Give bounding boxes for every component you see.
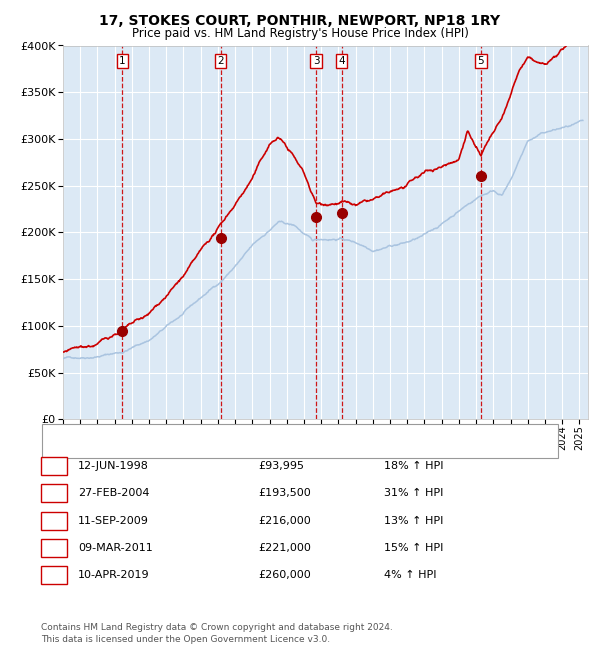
Text: £260,000: £260,000 (258, 570, 311, 580)
Text: 09-MAR-2011: 09-MAR-2011 (78, 543, 153, 553)
Text: 3: 3 (50, 515, 58, 526)
Text: £193,500: £193,500 (258, 488, 311, 499)
Text: 1: 1 (119, 56, 125, 66)
Text: 1: 1 (50, 461, 58, 471)
Text: 2: 2 (217, 56, 224, 66)
Text: 4: 4 (50, 543, 58, 553)
Text: 11-SEP-2009: 11-SEP-2009 (78, 515, 149, 526)
Text: 17, STOKES COURT, PONTHIR, NEWPORT, NP18 1RY: 17, STOKES COURT, PONTHIR, NEWPORT, NP18… (100, 14, 500, 29)
Text: Price paid vs. HM Land Registry's House Price Index (HPI): Price paid vs. HM Land Registry's House … (131, 27, 469, 40)
Text: 5: 5 (478, 56, 484, 66)
Text: 15% ↑ HPI: 15% ↑ HPI (384, 543, 443, 553)
Text: 18% ↑ HPI: 18% ↑ HPI (384, 461, 443, 471)
Text: 13% ↑ HPI: 13% ↑ HPI (384, 515, 443, 526)
Text: 12-JUN-1998: 12-JUN-1998 (78, 461, 149, 471)
Text: 4% ↑ HPI: 4% ↑ HPI (384, 570, 437, 580)
Text: 2: 2 (50, 488, 58, 499)
Text: 17, STOKES COURT, PONTHIR, NEWPORT, NP18 1RY (detached house): 17, STOKES COURT, PONTHIR, NEWPORT, NP18… (76, 428, 418, 438)
Text: This data is licensed under the Open Government Licence v3.0.: This data is licensed under the Open Gov… (41, 634, 330, 644)
Text: HPI: Average price, detached house, Torfaen: HPI: Average price, detached house, Torf… (76, 443, 293, 452)
Text: 27-FEB-2004: 27-FEB-2004 (78, 488, 149, 499)
Text: 4: 4 (338, 56, 345, 66)
Text: £221,000: £221,000 (258, 543, 311, 553)
Text: 3: 3 (313, 56, 319, 66)
Text: 31% ↑ HPI: 31% ↑ HPI (384, 488, 443, 499)
Text: 5: 5 (50, 570, 58, 580)
Text: 10-APR-2019: 10-APR-2019 (78, 570, 149, 580)
Text: £216,000: £216,000 (258, 515, 311, 526)
Text: £93,995: £93,995 (258, 461, 304, 471)
Text: Contains HM Land Registry data © Crown copyright and database right 2024.: Contains HM Land Registry data © Crown c… (41, 623, 392, 632)
